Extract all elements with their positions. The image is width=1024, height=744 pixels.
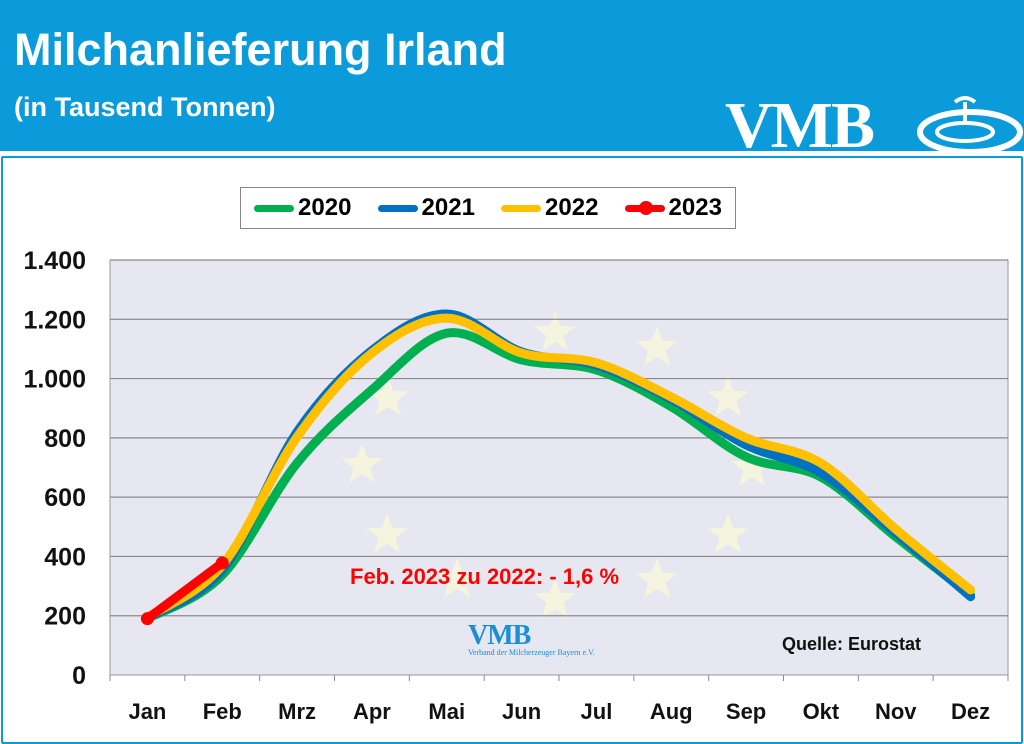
eu-star-icon <box>436 558 478 598</box>
data-point-2023 <box>215 556 229 570</box>
y-tick-label: 1.400 <box>23 247 86 275</box>
eu-star-icon <box>367 376 409 416</box>
x-tick-label: Sep <box>726 699 766 724</box>
eu-star-icon <box>534 311 576 351</box>
eu-star-icon <box>707 376 749 416</box>
x-tick-label: Mai <box>428 699 465 724</box>
legend-item-2020: 2020 <box>254 194 351 222</box>
y-tick-label: 0 <box>72 662 86 690</box>
legend-label-2021: 2021 <box>421 194 475 221</box>
x-tick-label: Okt <box>803 699 840 724</box>
legend-item-2023: 2023 <box>624 194 722 222</box>
vmb-small-logo: VMB Verband der Milcherzeuger Bayern e.V… <box>468 620 595 657</box>
vmb-swirl-icon <box>917 96 1023 155</box>
series-line-2022 <box>142 313 976 622</box>
eu-star-icon <box>636 326 678 366</box>
x-tick-label: Jan <box>128 699 166 724</box>
x-tick-label: Apr <box>353 699 391 724</box>
vmb-logo: VMB <box>725 88 1023 164</box>
page-subtitle: (in Tausend Tonnen) <box>14 92 276 122</box>
x-tick-label: Jun <box>502 699 541 724</box>
x-tick-label: Mrz <box>278 699 316 724</box>
y-tick-label: 600 <box>44 484 86 512</box>
x-tick-label: Aug <box>650 699 693 724</box>
x-tick-label: Jul <box>581 699 613 724</box>
chart-legend: 2020 2021 2022 2023 <box>240 187 736 229</box>
eu-star-icon <box>366 513 408 553</box>
vmb-logo-text: VMB <box>725 89 875 162</box>
eu-star-icon <box>636 558 678 598</box>
header-banner: Milchanlieferung Irland (in Tausend Tonn… <box>0 0 1024 162</box>
legend-item-2022: 2022 <box>501 194 598 222</box>
y-tick-label: 800 <box>44 425 86 453</box>
legend-item-2021: 2021 <box>377 194 475 222</box>
legend-swatch-2021 <box>377 204 418 212</box>
page-title: Milchanlieferung Irland <box>14 24 507 75</box>
legend-swatch-2023 <box>624 200 665 215</box>
eu-star-icon <box>707 513 749 553</box>
change-annotation: Feb. 2023 zu 2022: - 1,6 % <box>350 564 620 589</box>
x-tick-label: Feb <box>203 699 242 724</box>
y-tick-label: 1.000 <box>23 366 86 394</box>
legend-label-2023: 2023 <box>668 194 722 221</box>
source-note: Quelle: Eurostat <box>782 634 922 654</box>
x-tick-label: Nov <box>875 699 917 724</box>
small-logo-tagline: Verband der Milcherzeuger Bayern e.V. <box>468 648 595 657</box>
eu-star-icon <box>534 578 576 618</box>
small-logo-text: VMB <box>468 620 531 651</box>
legend-label-2022: 2022 <box>545 194 599 221</box>
legend-swatch-2020 <box>254 204 295 212</box>
data-point-2023 <box>140 612 154 626</box>
x-tick-label: Dez <box>951 699 990 724</box>
y-tick-label: 200 <box>44 603 86 631</box>
y-tick-label: 1.200 <box>23 306 86 334</box>
eu-star-icon <box>341 443 383 483</box>
legend-label-2020: 2020 <box>298 194 352 221</box>
eu-star-icon <box>731 446 773 486</box>
y-tick-label: 400 <box>44 543 86 571</box>
legend-swatch-2022 <box>501 204 542 212</box>
